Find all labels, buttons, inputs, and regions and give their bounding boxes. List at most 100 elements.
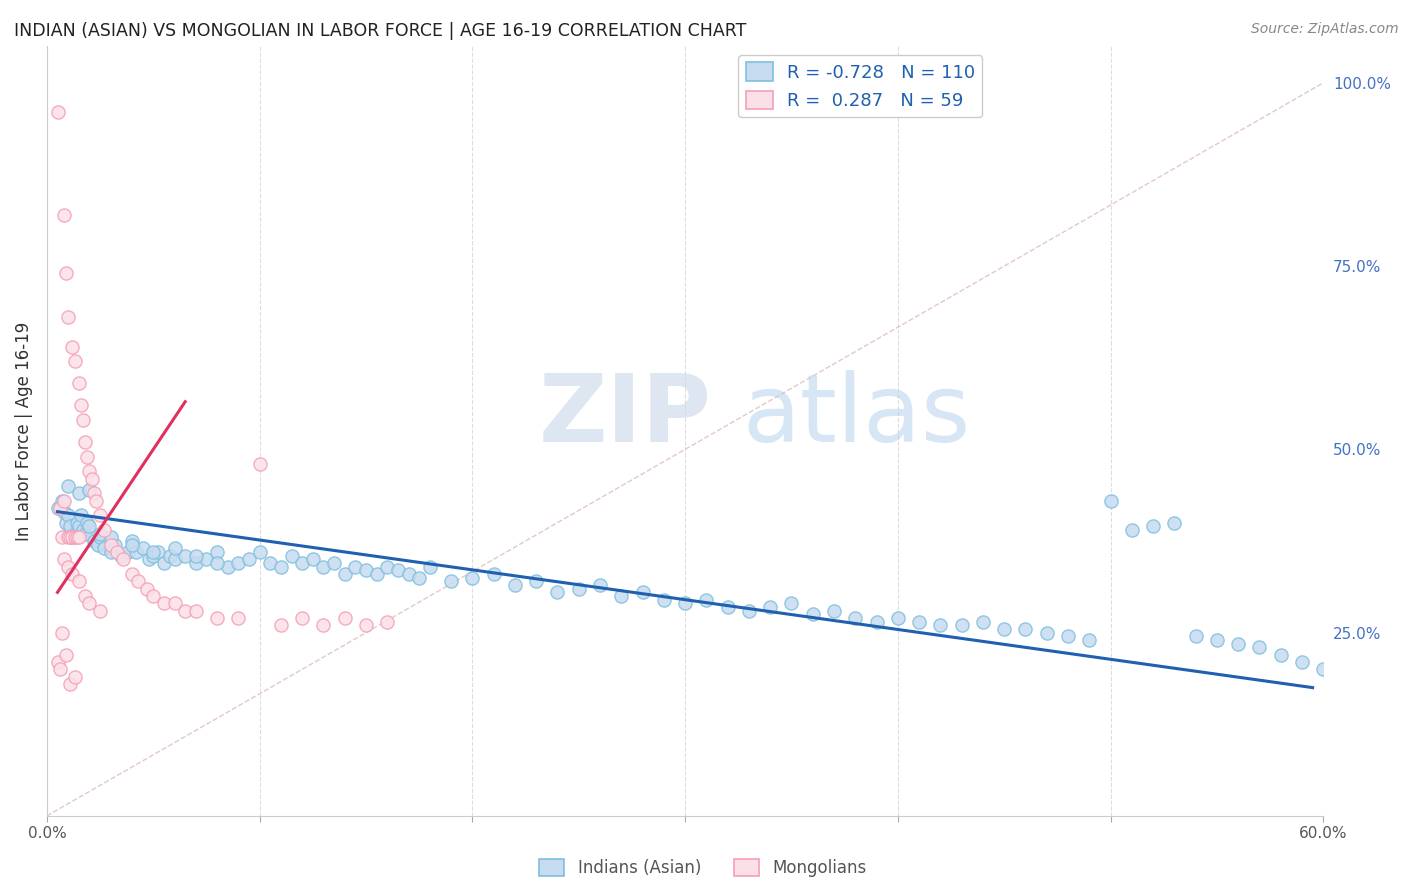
Point	[142, 589, 165, 603]
Point	[228, 611, 250, 625]
Point	[1035, 625, 1057, 640]
Point	[823, 604, 845, 618]
Point	[79, 596, 101, 610]
Point	[184, 604, 207, 618]
Point	[75, 435, 97, 450]
Point	[780, 596, 803, 610]
Point	[100, 538, 122, 552]
Point	[83, 486, 105, 500]
Point	[125, 545, 148, 559]
Point	[89, 526, 111, 541]
Point	[217, 559, 239, 574]
Point	[70, 508, 93, 523]
Point	[524, 574, 547, 589]
Point	[195, 552, 218, 566]
Point	[67, 486, 90, 500]
Point	[759, 599, 782, 614]
Point	[323, 556, 346, 570]
Point	[461, 571, 484, 585]
Point	[1312, 662, 1334, 676]
Point	[259, 556, 281, 570]
Point	[174, 549, 197, 563]
Point	[76, 516, 98, 530]
Point	[1333, 665, 1355, 680]
Legend: Indians (Asian), Mongolians: Indians (Asian), Mongolians	[533, 852, 873, 884]
Point	[56, 530, 79, 544]
Point	[1014, 622, 1036, 636]
Point	[51, 625, 73, 640]
Point	[482, 567, 505, 582]
Point	[72, 523, 94, 537]
Point	[63, 526, 86, 541]
Point	[56, 479, 79, 493]
Point	[1291, 655, 1313, 669]
Point	[908, 615, 931, 629]
Point	[610, 589, 633, 603]
Point	[887, 611, 910, 625]
Point	[631, 585, 654, 599]
Point	[375, 615, 398, 629]
Point	[87, 538, 110, 552]
Point	[865, 615, 887, 629]
Point	[929, 618, 952, 632]
Point	[270, 618, 292, 632]
Point	[67, 530, 90, 544]
Point	[184, 549, 207, 563]
Point	[52, 552, 75, 566]
Point	[100, 545, 122, 559]
Point	[205, 556, 228, 570]
Point	[59, 677, 82, 691]
Point	[205, 611, 228, 625]
Point	[70, 398, 93, 412]
Point	[55, 516, 77, 530]
Point	[291, 556, 314, 570]
Point	[104, 538, 127, 552]
Point	[354, 563, 377, 577]
Point	[673, 596, 696, 610]
Point	[142, 545, 165, 559]
Point	[1270, 648, 1292, 662]
Point	[972, 615, 994, 629]
Point	[62, 340, 84, 354]
Point	[89, 604, 111, 618]
Point	[46, 501, 69, 516]
Point	[408, 571, 430, 585]
Point	[63, 354, 86, 368]
Point	[270, 559, 292, 574]
Point	[46, 655, 69, 669]
Point	[121, 538, 143, 552]
Point	[52, 208, 75, 222]
Point	[67, 376, 90, 391]
Point	[127, 574, 149, 589]
Point	[387, 563, 409, 577]
Point	[503, 578, 526, 592]
Point	[110, 549, 132, 563]
Point	[59, 530, 82, 544]
Point	[100, 530, 122, 544]
Point	[652, 592, 675, 607]
Point	[89, 530, 111, 544]
Point	[205, 545, 228, 559]
Point	[84, 493, 107, 508]
Point	[1249, 640, 1271, 655]
Point	[993, 622, 1015, 636]
Point	[312, 618, 335, 632]
Point	[51, 530, 73, 544]
Text: INDIAN (ASIAN) VS MONGOLIAN IN LABOR FORCE | AGE 16-19 CORRELATION CHART: INDIAN (ASIAN) VS MONGOLIAN IN LABOR FOR…	[14, 22, 747, 40]
Point	[138, 552, 160, 566]
Point	[63, 670, 86, 684]
Point	[56, 310, 79, 325]
Point	[153, 596, 176, 610]
Point	[89, 508, 111, 523]
Point	[56, 508, 79, 523]
Point	[59, 519, 82, 533]
Text: atlas: atlas	[742, 369, 970, 462]
Point	[105, 545, 128, 559]
Point	[48, 662, 70, 676]
Point	[142, 549, 165, 563]
Point	[55, 267, 77, 281]
Point	[419, 559, 441, 574]
Point	[75, 589, 97, 603]
Point	[75, 526, 97, 541]
Point	[63, 530, 86, 544]
